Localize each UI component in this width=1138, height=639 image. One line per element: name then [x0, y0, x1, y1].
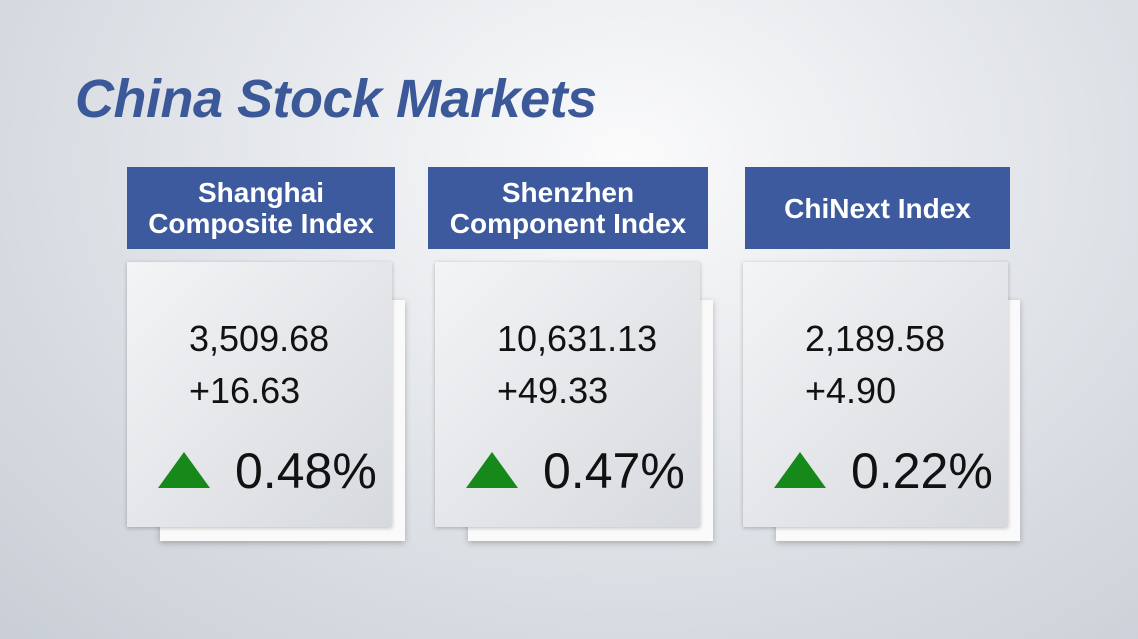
card: 10,631.13 +49.33 0.47%: [435, 262, 700, 527]
index-change: +4.90: [805, 370, 897, 411]
card: 2,189.58 +4.90 0.22%: [743, 262, 1008, 527]
index-change: +49.33: [497, 370, 609, 411]
card: 3,509.68 +16.63 0.48%: [127, 262, 392, 527]
card-header: Shenzhen Component Index: [428, 167, 708, 249]
percent-change: 0.47%: [543, 443, 685, 499]
card-header: Shanghai Composite Index: [127, 167, 395, 249]
up-arrow: [466, 452, 518, 488]
card-header: ChiNext Index: [745, 167, 1010, 249]
index-value: 10,631.13: [497, 318, 658, 359]
percent-change: 0.22%: [851, 443, 993, 499]
index-value: 3,509.68: [189, 318, 330, 359]
index-value: 2,189.58: [805, 318, 946, 359]
percent-change: 0.48%: [235, 443, 377, 499]
title: China Stock Markets: [75, 69, 597, 129]
up-arrow: [774, 452, 826, 488]
index-change: +16.63: [189, 370, 301, 411]
up-arrow: [158, 452, 210, 488]
